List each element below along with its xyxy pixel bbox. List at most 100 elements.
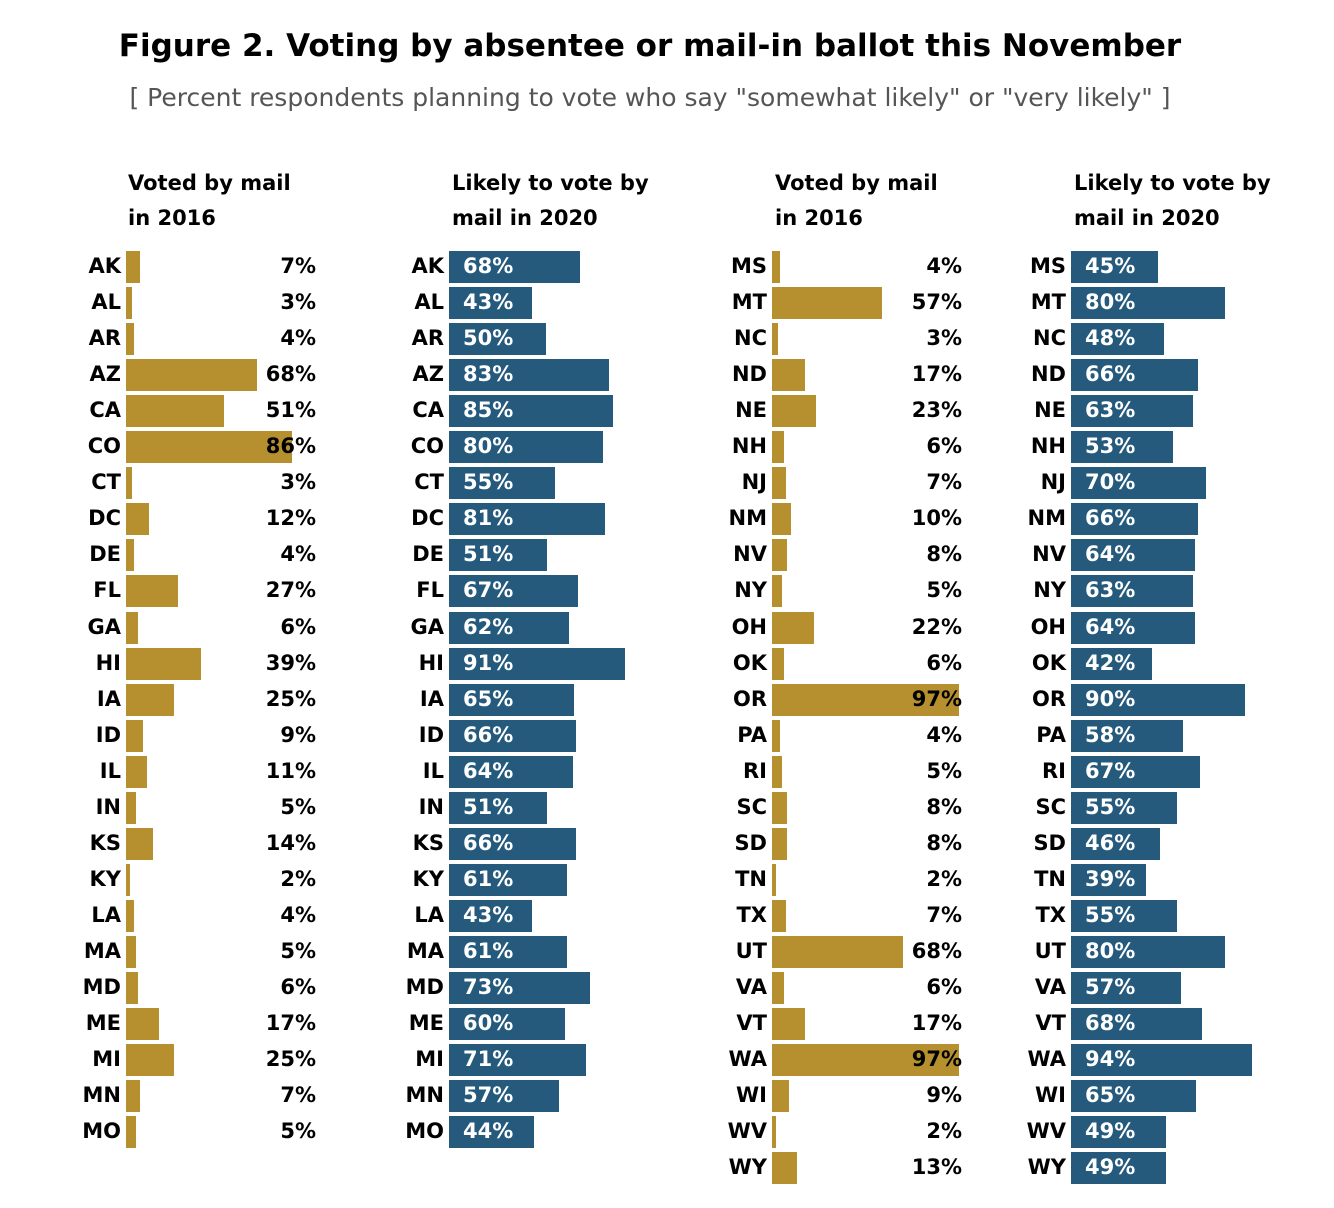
bar-row-mi: MI 71%	[415, 1043, 587, 1077]
bar	[126, 935, 136, 968]
value-label: 23%	[911, 398, 962, 423]
bar-row-de: DE 51%	[412, 538, 548, 572]
state-label: KY	[89, 866, 121, 891]
value-label: 17%	[265, 1011, 316, 1036]
bar	[449, 1044, 587, 1077]
bar	[1071, 1008, 1203, 1041]
bar-row-ms: MS 4%	[731, 250, 962, 283]
bar	[1071, 503, 1199, 536]
bar-row-tx: TX 55%	[1035, 899, 1178, 932]
state-label: ND	[1030, 362, 1066, 387]
value-label: 70%	[1085, 470, 1136, 495]
state-label: KS	[412, 830, 444, 855]
bar	[449, 1116, 534, 1149]
value-label: 14%	[265, 830, 316, 855]
bar-row-mn: MN 57%	[406, 1079, 559, 1113]
value-label: 90%	[1085, 686, 1136, 711]
state-label: OK	[732, 650, 767, 675]
value-label: 5%	[926, 578, 962, 603]
bar-row-mi: MI 25%	[92, 1043, 316, 1077]
bar	[772, 539, 788, 572]
value-label: 45%	[1085, 254, 1136, 278]
state-label: WY	[728, 1155, 767, 1180]
panel-header-line-1: Likely to vote by	[1074, 171, 1271, 195]
value-label: 12%	[265, 506, 316, 531]
value-label: 61%	[463, 866, 514, 891]
state-label: MD	[405, 975, 444, 999]
chart-subtitle: [ Percent respondents planning to vote w…	[129, 83, 1171, 112]
value-label: 81%	[463, 506, 514, 531]
bar-row-il: IL 64%	[423, 755, 573, 788]
state-label: PA	[1036, 722, 1066, 747]
bar	[772, 683, 960, 716]
bar	[772, 791, 788, 824]
state-label: NH	[731, 434, 767, 459]
bar	[449, 719, 577, 752]
bar-row-ca: CA 85%	[412, 394, 614, 428]
value-label: 97%	[911, 686, 962, 711]
state-label: DE	[412, 542, 444, 567]
value-label: 9%	[926, 1083, 962, 1108]
value-label: 43%	[463, 902, 514, 927]
bar	[772, 1044, 960, 1077]
state-label: NC	[1033, 326, 1066, 351]
bar-row-mo: MO 5%	[82, 1115, 316, 1149]
state-label: MA	[406, 938, 444, 963]
value-label: 2%	[926, 1119, 962, 1144]
value-label: 62%	[463, 614, 514, 639]
state-label: KY	[412, 866, 444, 891]
bar	[126, 827, 154, 860]
value-label: 7%	[926, 902, 962, 927]
bar-row-vt: VT 68%	[1035, 1007, 1203, 1041]
value-label: 22%	[911, 614, 962, 639]
bar	[772, 972, 784, 1004]
state-label: AR	[411, 326, 444, 351]
state-label: SD	[1033, 830, 1066, 855]
state-label: TN	[1034, 866, 1066, 891]
state-label: AL	[91, 290, 121, 315]
bar-row-mt: MT 57%	[732, 286, 962, 320]
value-label: 48%	[1085, 326, 1136, 351]
state-label: MO	[82, 1119, 121, 1144]
bar	[449, 791, 548, 824]
bar-row-in: IN 51%	[419, 791, 548, 824]
bar-row-nm: NM 66%	[1028, 502, 1199, 536]
value-label: 5%	[280, 1119, 316, 1144]
state-label: HI	[418, 650, 444, 675]
panel-header: Likely to vote by mail in 2020	[452, 166, 649, 236]
bar-row-az: AZ 83%	[413, 358, 610, 392]
bar-row-nc: NC 48%	[1033, 322, 1164, 356]
bar	[449, 827, 577, 860]
bar-row-ma: MA 61%	[407, 935, 567, 968]
state-label: CT	[91, 470, 121, 495]
bar	[449, 972, 590, 1004]
state-label: MA	[83, 938, 121, 963]
bar-row-md: MD 6%	[83, 971, 316, 1004]
state-label: FL	[93, 578, 121, 603]
bar	[449, 1008, 565, 1041]
state-label: WA	[728, 1047, 767, 1072]
state-label: MD	[82, 975, 121, 999]
bar-row-tn: TN 2%	[735, 863, 962, 896]
bar-row-sc: SC 8%	[736, 791, 962, 824]
bar-row-nj: NJ 70%	[1041, 466, 1207, 500]
bar	[1071, 323, 1164, 356]
value-label: 4%	[280, 326, 316, 351]
value-label: 67%	[1085, 758, 1136, 783]
state-label: MS	[730, 254, 767, 278]
value-label: 63%	[1085, 578, 1136, 603]
state-label: AK	[88, 254, 121, 278]
bar	[126, 611, 138, 644]
state-label: NE	[735, 398, 767, 423]
bar-row-ga: GA 6%	[88, 611, 316, 644]
state-label: WV	[727, 1119, 767, 1144]
value-label: 73%	[463, 975, 514, 999]
bar	[1071, 863, 1147, 896]
state-label: MN	[405, 1083, 444, 1108]
state-label: AL	[414, 290, 444, 315]
bar-row-ak: AK 7%	[88, 250, 316, 283]
state-label: IN	[95, 794, 121, 819]
